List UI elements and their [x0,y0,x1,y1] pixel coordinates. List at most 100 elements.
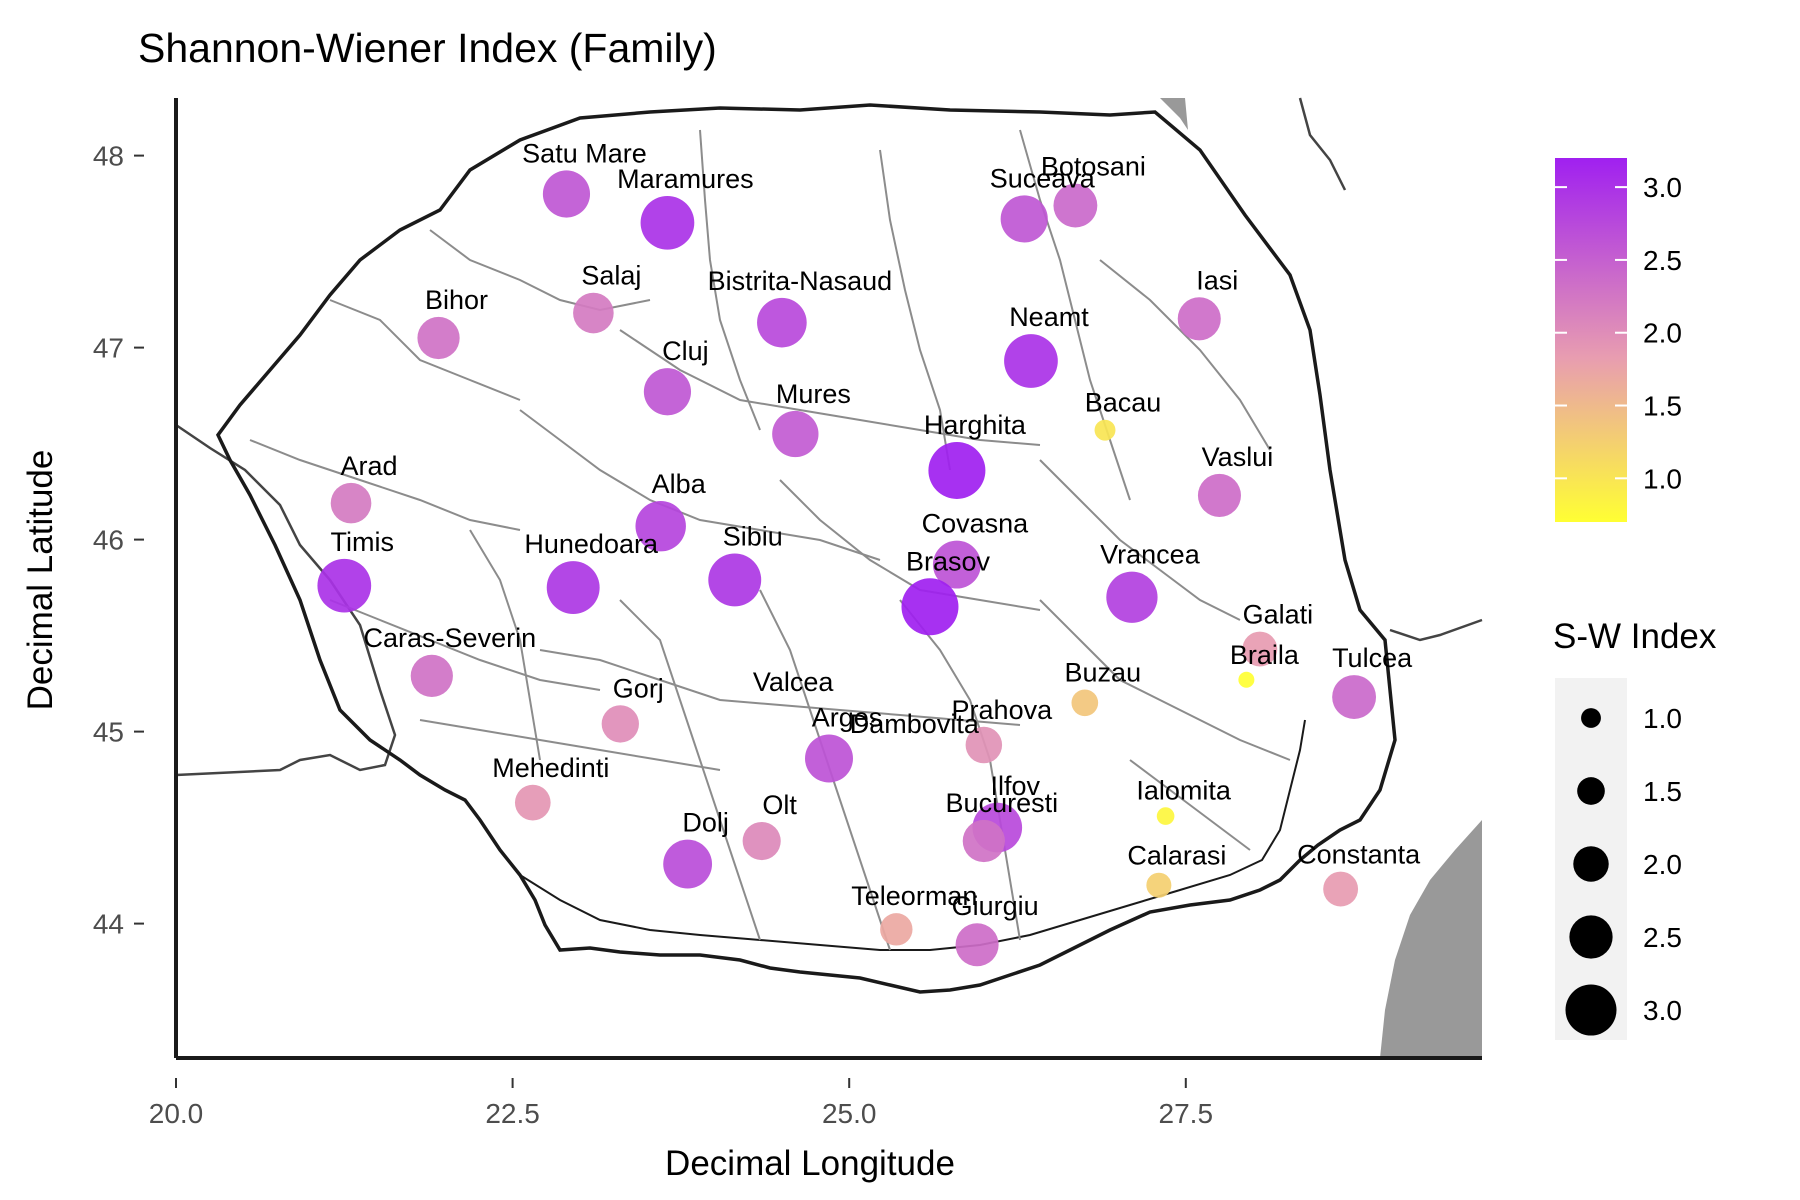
point-label: Timis [331,527,394,557]
color-bar [1555,158,1627,522]
color-legend-label: 2.5 [1643,245,1682,276]
point-mures [772,410,819,458]
point-label: Alba [652,469,707,499]
basemap [174,97,1483,1060]
data-points [317,170,1377,967]
y-tick-label: 47 [93,333,124,364]
size-legend-title: S-W Index [1553,617,1717,656]
point-arges [805,734,853,783]
point-label: Satu Mare [522,138,647,168]
point-maramures [640,195,695,250]
y-tick-label: 45 [93,717,124,748]
point-teleorman [880,913,913,946]
point-arad [330,482,372,524]
point-galati [1242,631,1278,667]
point-label: Mehedinti [492,753,609,783]
point-iasi [1177,297,1221,341]
point-bistrita-nasaud [757,297,807,348]
point-label: Vrancea [1100,540,1201,570]
neighbour-borders [175,97,1483,777]
point-label: Teleorman [851,881,977,911]
y-tick-label: 46 [93,525,124,556]
point-label: Maramures [617,164,754,194]
point-label: Covasna [922,509,1030,539]
size-legend-dot [1581,708,1601,728]
point-label: Salaj [581,261,641,291]
point-label: Neamt [1009,302,1089,332]
point-giurgiu [955,923,999,967]
point-suceava [1000,195,1048,243]
color-legend-label: 1.5 [1643,391,1682,422]
point-label: Bucuresti [946,788,1059,818]
point-label: Ialomita [1136,775,1232,805]
romania-outline [215,103,1397,994]
color-legend-label: 1.0 [1643,463,1682,494]
point-mehedinti [514,784,551,821]
point-label: Prahova [952,695,1054,725]
point-braila [1238,671,1255,688]
point-label: Caras-Severin [364,623,537,653]
point-prahova [965,726,1003,764]
y-axis-title: Decimal Latitude [21,450,60,711]
axes: 20.0 22.5 25.0 27.5 44 45 46 47 48 [93,141,1213,1129]
x-tick-label: 27.5 [1159,1098,1214,1129]
point-label: Arad [341,451,398,481]
point-label: Tulcea [1332,643,1413,673]
point-label: Braila [1230,640,1300,670]
point-label: Calarasi [1127,841,1226,871]
point-buzau [1071,689,1099,717]
point-label: Olt [762,790,797,820]
point-olt [742,821,781,861]
size-legend-label: 1.0 [1643,703,1682,734]
point-label: Bacau [1085,388,1162,418]
black-sea [1380,820,1482,1058]
size-legend-dot [1565,984,1617,1036]
point-constanta [1323,871,1359,907]
color-legend-label: 3.0 [1643,172,1682,203]
point-brasov [901,578,959,636]
point-label: Valcea [753,667,835,697]
danube-river [519,719,1306,951]
point-satu-mare [542,170,591,218]
chart-title: Shannon-Wiener Index (Family) [138,25,717,71]
point-tulcea [1332,675,1377,719]
point-salaj [573,292,614,334]
color-legend-label: 2.0 [1643,318,1682,349]
point-timis [317,558,372,613]
point-label: Harghita [924,410,1027,440]
map-background [176,98,1482,1058]
point-label: Constanta [1297,840,1421,870]
y-tick-label: 44 [93,909,124,940]
x-tick-label: 20.0 [149,1098,204,1129]
size-legend-label: 2.0 [1643,849,1682,880]
point-label: Gorj [613,673,664,703]
point-covasna [932,540,981,589]
point-label: Botosani [1041,152,1146,182]
point-alba [635,500,686,552]
size-legend-label: 3.0 [1643,995,1682,1026]
point-neamt [1004,334,1058,388]
point-label: Dambovita [850,709,980,739]
x-axis-title: Decimal Longitude [665,1144,955,1183]
point-bihor [417,316,460,360]
point-label: Brasov [906,546,991,576]
point-label: Galati [1243,600,1314,630]
point-caras-severin [410,654,453,698]
point-label: Buzau [1065,657,1142,687]
x-tick-label: 22.5 [485,1098,540,1129]
point-harghita [928,441,986,499]
point-label: Suceava [990,163,1096,193]
point-label: Sibiu [723,521,783,551]
point-bacau [1094,419,1116,441]
size-legend-dot [1573,846,1609,882]
point-botosani [1053,183,1098,228]
point-label: Bihor [425,285,488,315]
point-label: Mures [776,379,851,409]
point-label: Cluj [662,336,709,366]
point-label: Iasi [1196,265,1238,295]
point-label: Giurgiu [952,891,1039,921]
point-dolj [663,839,713,889]
size-legend-label: 2.5 [1643,922,1682,953]
